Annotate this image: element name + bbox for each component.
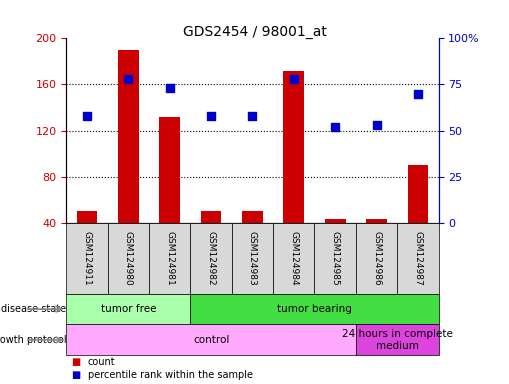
Text: ■: ■ xyxy=(71,370,80,380)
Point xyxy=(330,124,338,130)
FancyBboxPatch shape xyxy=(190,223,231,294)
Point xyxy=(413,91,421,97)
Bar xyxy=(283,71,303,223)
Bar xyxy=(159,117,180,223)
Text: growth protocol: growth protocol xyxy=(0,335,66,345)
Text: GSM124986: GSM124986 xyxy=(372,231,380,286)
Text: percentile rank within the sample: percentile rank within the sample xyxy=(88,370,252,380)
Text: GSM124984: GSM124984 xyxy=(289,231,298,286)
Bar xyxy=(365,219,386,223)
Bar xyxy=(242,211,262,223)
Point xyxy=(248,113,256,119)
FancyBboxPatch shape xyxy=(397,223,438,294)
FancyBboxPatch shape xyxy=(355,223,397,294)
FancyBboxPatch shape xyxy=(231,223,273,294)
Text: GSM124980: GSM124980 xyxy=(124,231,132,286)
FancyBboxPatch shape xyxy=(190,294,438,324)
Point xyxy=(372,122,380,128)
FancyBboxPatch shape xyxy=(66,294,190,324)
FancyBboxPatch shape xyxy=(66,223,107,294)
Point xyxy=(83,113,91,119)
Text: tumor bearing: tumor bearing xyxy=(276,304,351,314)
Text: count: count xyxy=(88,357,115,367)
Point xyxy=(124,76,132,82)
Point xyxy=(289,76,297,82)
Bar xyxy=(201,211,221,223)
Point xyxy=(207,113,215,119)
FancyBboxPatch shape xyxy=(273,223,314,294)
Text: 24 hours in complete
medium: 24 hours in complete medium xyxy=(341,329,452,351)
FancyBboxPatch shape xyxy=(149,223,190,294)
Text: GSM124983: GSM124983 xyxy=(247,231,257,286)
FancyBboxPatch shape xyxy=(107,223,149,294)
Point xyxy=(165,85,174,91)
Text: GDS2454 / 98001_at: GDS2454 / 98001_at xyxy=(183,25,326,39)
Bar xyxy=(118,50,138,223)
FancyBboxPatch shape xyxy=(355,324,438,355)
Bar xyxy=(324,219,345,223)
Text: GSM124982: GSM124982 xyxy=(206,231,215,286)
Text: disease state: disease state xyxy=(1,304,66,314)
Text: control: control xyxy=(192,335,229,345)
Text: GSM124985: GSM124985 xyxy=(330,231,339,286)
Bar xyxy=(407,165,428,223)
Bar xyxy=(76,211,97,223)
Text: tumor free: tumor free xyxy=(100,304,156,314)
Text: ■: ■ xyxy=(71,357,80,367)
FancyBboxPatch shape xyxy=(314,223,355,294)
Text: GSM124911: GSM124911 xyxy=(82,231,91,286)
Text: GSM124987: GSM124987 xyxy=(413,231,421,286)
Text: GSM124981: GSM124981 xyxy=(165,231,174,286)
FancyBboxPatch shape xyxy=(66,324,355,355)
